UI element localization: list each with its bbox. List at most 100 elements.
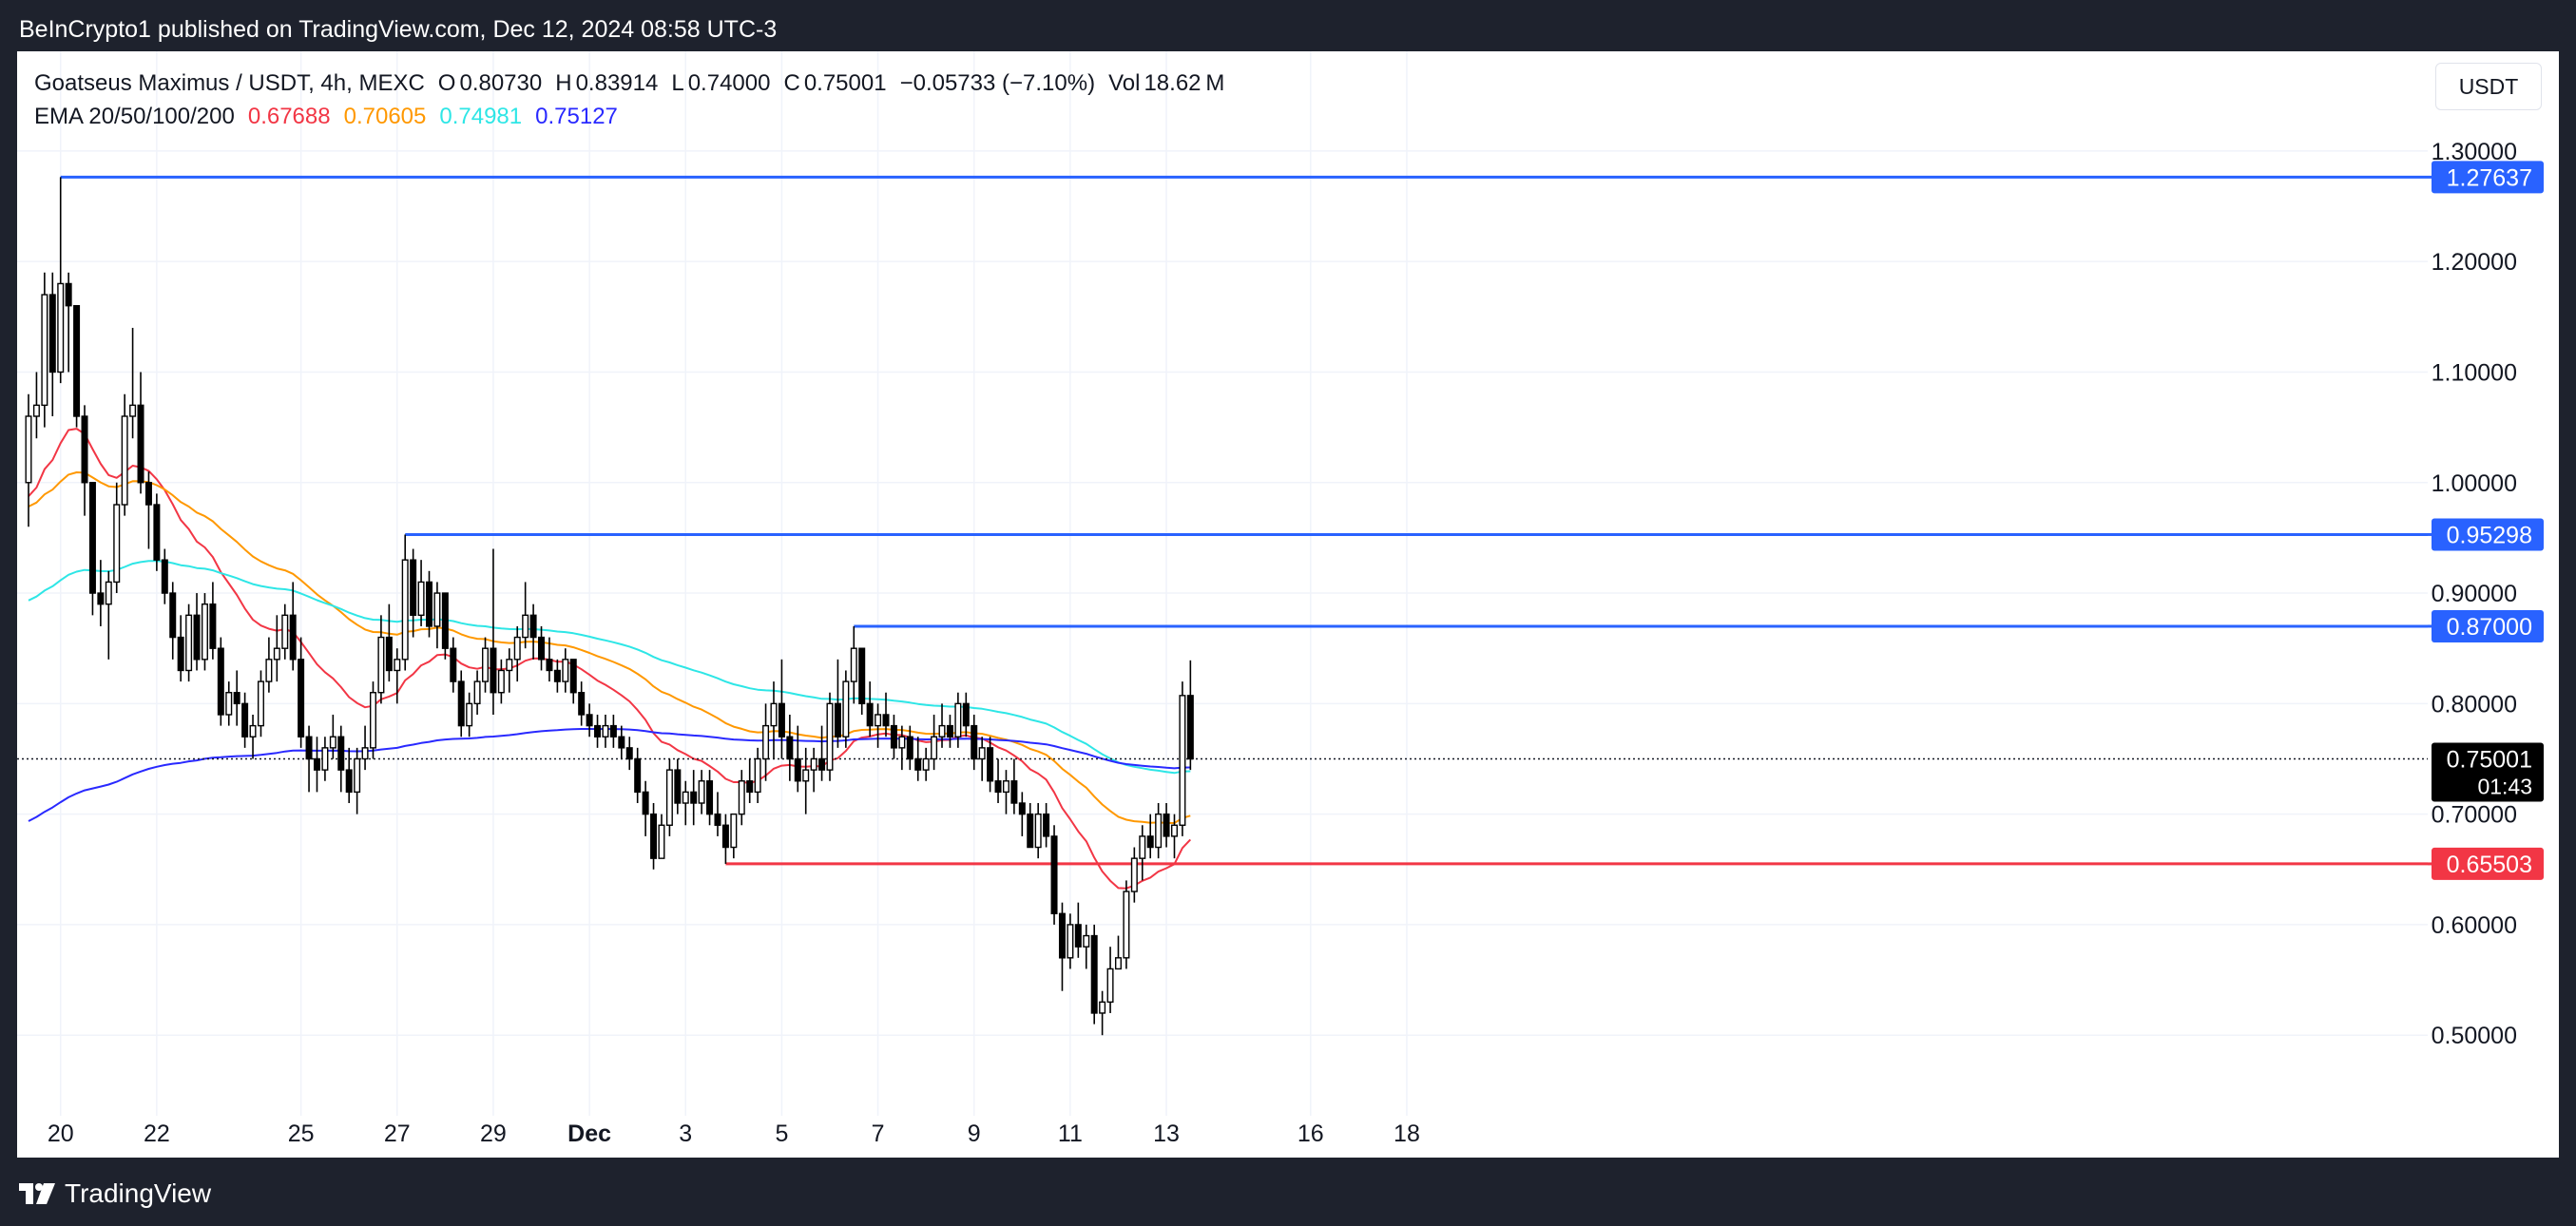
candle[interactable] [746, 758, 754, 804]
candle[interactable] [618, 725, 625, 759]
candle[interactable] [273, 615, 280, 682]
candle[interactable] [962, 692, 970, 738]
candle[interactable] [113, 482, 121, 594]
candle[interactable] [97, 560, 105, 626]
candle[interactable] [1027, 803, 1034, 849]
candle[interactable] [1186, 660, 1194, 771]
candle[interactable] [385, 603, 393, 682]
candle[interactable] [1002, 770, 1009, 814]
candle[interactable] [265, 637, 273, 693]
candle[interactable] [866, 681, 874, 738]
candle[interactable] [642, 780, 649, 836]
candle[interactable] [361, 725, 369, 771]
level-price-tag[interactable] [2432, 518, 2544, 551]
candle[interactable] [450, 637, 457, 693]
candle[interactable] [249, 714, 257, 759]
candle[interactable] [1155, 803, 1163, 859]
candle[interactable] [506, 648, 513, 693]
candle[interactable] [241, 692, 249, 748]
candle[interactable] [1130, 847, 1138, 903]
candle[interactable] [48, 272, 56, 416]
candle[interactable] [25, 393, 32, 527]
candle[interactable] [634, 747, 642, 804]
candle[interactable] [770, 681, 778, 759]
candle[interactable] [818, 725, 826, 781]
candle[interactable] [88, 482, 96, 616]
candle[interactable] [594, 714, 602, 748]
candle[interactable] [369, 681, 376, 759]
candle[interactable] [121, 393, 128, 516]
candle[interactable] [1050, 825, 1058, 925]
candle[interactable] [1083, 924, 1090, 969]
candle[interactable] [738, 770, 745, 826]
candle[interactable] [298, 637, 305, 748]
candle[interactable] [193, 593, 201, 671]
candle[interactable] [177, 615, 184, 682]
candle[interactable] [522, 582, 529, 649]
candle[interactable] [473, 670, 481, 715]
candle[interactable] [394, 648, 401, 704]
candle[interactable] [233, 670, 240, 726]
candle[interactable] [1010, 758, 1018, 814]
candle[interactable] [41, 272, 48, 428]
candle[interactable] [971, 714, 978, 771]
chart-panel[interactable]: 1.30000 1.20000 1.10000 1.00000 0.90000 0.800… [17, 51, 2559, 1158]
candle[interactable] [914, 737, 922, 781]
candle[interactable] [987, 737, 994, 793]
candle[interactable] [441, 592, 449, 660]
candle[interactable] [305, 725, 313, 793]
candle[interactable] [698, 770, 705, 814]
candle[interactable] [161, 548, 168, 604]
candle[interactable] [337, 725, 345, 793]
candle[interactable] [842, 670, 850, 748]
candle[interactable] [625, 737, 633, 771]
candle[interactable] [81, 405, 88, 516]
candle[interactable] [890, 714, 897, 759]
candle[interactable] [1034, 803, 1042, 859]
candle[interactable] [690, 770, 698, 826]
candle[interactable] [1146, 814, 1154, 859]
price-chart[interactable]: 1.30000 1.20000 1.10000 1.00000 0.90000 0.800… [17, 51, 2559, 1158]
candle[interactable] [417, 560, 425, 626]
candle[interactable] [706, 770, 714, 826]
candle[interactable] [345, 747, 353, 804]
candle[interactable] [1106, 947, 1114, 1013]
candle[interactable] [922, 747, 930, 781]
candle[interactable] [1074, 902, 1082, 958]
candle[interactable] [850, 625, 857, 704]
candle[interactable] [1043, 803, 1050, 848]
candle[interactable] [1090, 924, 1098, 1025]
candle[interactable] [826, 692, 834, 781]
candle[interactable] [1139, 825, 1146, 881]
tradingview-logo[interactable]: TradingView [19, 1178, 211, 1209]
last-price-tag[interactable] [2432, 742, 2544, 802]
candle[interactable] [875, 703, 882, 748]
candle[interactable] [1179, 681, 1186, 836]
candle[interactable] [794, 725, 801, 793]
candle[interactable] [482, 637, 490, 693]
currency-button[interactable]: USDT [2435, 63, 2542, 110]
candle[interactable] [529, 603, 537, 660]
candle[interactable] [754, 747, 761, 804]
candle[interactable] [994, 758, 1002, 804]
candle[interactable] [65, 272, 72, 373]
candle[interactable] [57, 177, 65, 384]
candle[interactable] [954, 692, 962, 748]
symbol-title[interactable]: Goatseus Maximus / USDT, 4h, MEXC [34, 70, 425, 96]
candle[interactable] [281, 603, 289, 660]
candle[interactable] [778, 659, 785, 759]
candle[interactable] [137, 372, 144, 494]
candle[interactable] [658, 814, 665, 859]
candle[interactable] [426, 570, 433, 638]
candle[interactable] [978, 737, 986, 781]
candle[interactable] [185, 603, 193, 682]
candle[interactable] [602, 714, 609, 748]
candle[interactable] [1123, 880, 1130, 969]
candle[interactable] [858, 647, 866, 715]
candle[interactable] [1114, 935, 1122, 970]
candle[interactable] [433, 582, 441, 649]
candles[interactable] [25, 177, 1194, 1036]
candle[interactable] [810, 747, 817, 793]
candle[interactable] [321, 737, 329, 781]
candle[interactable] [513, 625, 521, 682]
